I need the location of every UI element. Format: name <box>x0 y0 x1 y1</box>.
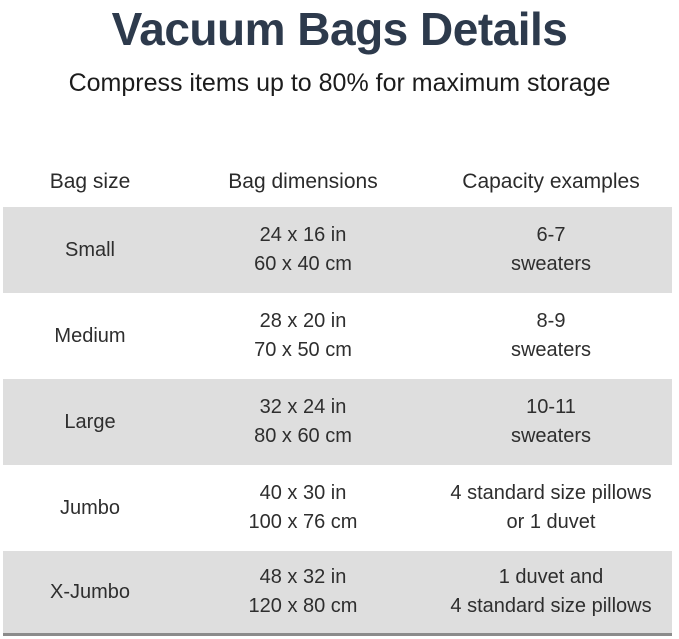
capacity-line: 4 standard size pillows <box>450 595 652 617</box>
capacity-cell: 1 duvet and 4 standard size pillows <box>426 563 676 621</box>
dimensions-cell: 32 x 24 in 80 x 60 cm <box>180 393 426 451</box>
page-title: Vacuum Bags Details <box>111 3 568 55</box>
capacity-line: 6-7 <box>536 224 566 246</box>
dimension-line-inches: 32 x 24 in <box>259 396 347 418</box>
bag-size-cell: X-Jumbo <box>49 580 131 603</box>
table-row-medium: Medium 28 x 20 in 70 x 50 cm 8-9 sweater… <box>0 293 679 379</box>
dimension-line-inches: 28 x 20 in <box>259 310 347 332</box>
dimensions-cell: 48 x 32 in 120 x 80 cm <box>180 563 426 621</box>
dimensions-cell: 28 x 20 in 70 x 50 cm <box>180 307 426 365</box>
capacity-line: 8-9 <box>536 310 566 332</box>
dimension-line-cm: 60 x 40 cm <box>254 253 352 275</box>
capacity-line: 4 standard size pillows <box>450 482 652 504</box>
table-row-small: Small 24 x 16 in 60 x 40 cm 6-7 sweaters <box>0 207 679 293</box>
column-header-capacity-examples: Capacity examples <box>462 170 640 193</box>
dimensions-cell: 24 x 16 in 60 x 40 cm <box>180 221 426 279</box>
column-header-bag-dimensions: Bag dimensions <box>228 170 378 193</box>
capacity-line: sweaters <box>510 339 592 361</box>
page-subtitle: Compress items up to 80% for maximum sto… <box>68 69 611 97</box>
bag-size-cell: Jumbo <box>59 496 121 519</box>
bag-size-cell: Large <box>64 410 116 433</box>
table-header-row: Bag size Bag dimensions Capacity example… <box>0 168 679 196</box>
table-row-x-jumbo: X-Jumbo 48 x 32 in 120 x 80 cm 1 duvet a… <box>0 551 679 633</box>
dimension-line-inches: 40 x 30 in <box>259 482 347 504</box>
dimension-line-inches: 24 x 16 in <box>259 224 347 246</box>
bag-size-cell: Medium <box>54 324 126 347</box>
dimension-line-cm: 100 x 76 cm <box>248 511 358 533</box>
bottom-divider <box>3 633 672 636</box>
capacity-line: 10-11 <box>526 396 576 418</box>
capacity-cell: 6-7 sweaters <box>426 221 676 279</box>
capacity-line: sweaters <box>510 425 592 447</box>
capacity-cell: 4 standard size pillows or 1 duvet <box>426 479 676 537</box>
dimensions-cell: 40 x 30 in 100 x 76 cm <box>180 479 426 537</box>
dimension-line-cm: 70 x 50 cm <box>254 339 352 361</box>
dimension-line-cm: 80 x 60 cm <box>254 425 352 447</box>
dimension-line-cm: 120 x 80 cm <box>248 595 358 617</box>
capacity-line: or 1 duvet <box>506 511 596 533</box>
table-row-jumbo: Jumbo 40 x 30 in 100 x 76 cm 4 standard … <box>0 465 679 551</box>
table-body: Small 24 x 16 in 60 x 40 cm 6-7 sweaters… <box>0 207 679 636</box>
capacity-cell: 8-9 sweaters <box>426 307 676 365</box>
column-header-bag-size: Bag size <box>49 170 131 193</box>
capacity-line: 1 duvet and <box>498 566 604 588</box>
capacity-line: sweaters <box>510 253 592 275</box>
table-row-large: Large 32 x 24 in 80 x 60 cm 10-11 sweate… <box>0 379 679 465</box>
capacity-cell: 10-11 sweaters <box>426 393 676 451</box>
bag-size-cell: Small <box>64 238 115 261</box>
dimension-line-inches: 48 x 32 in <box>259 566 347 588</box>
